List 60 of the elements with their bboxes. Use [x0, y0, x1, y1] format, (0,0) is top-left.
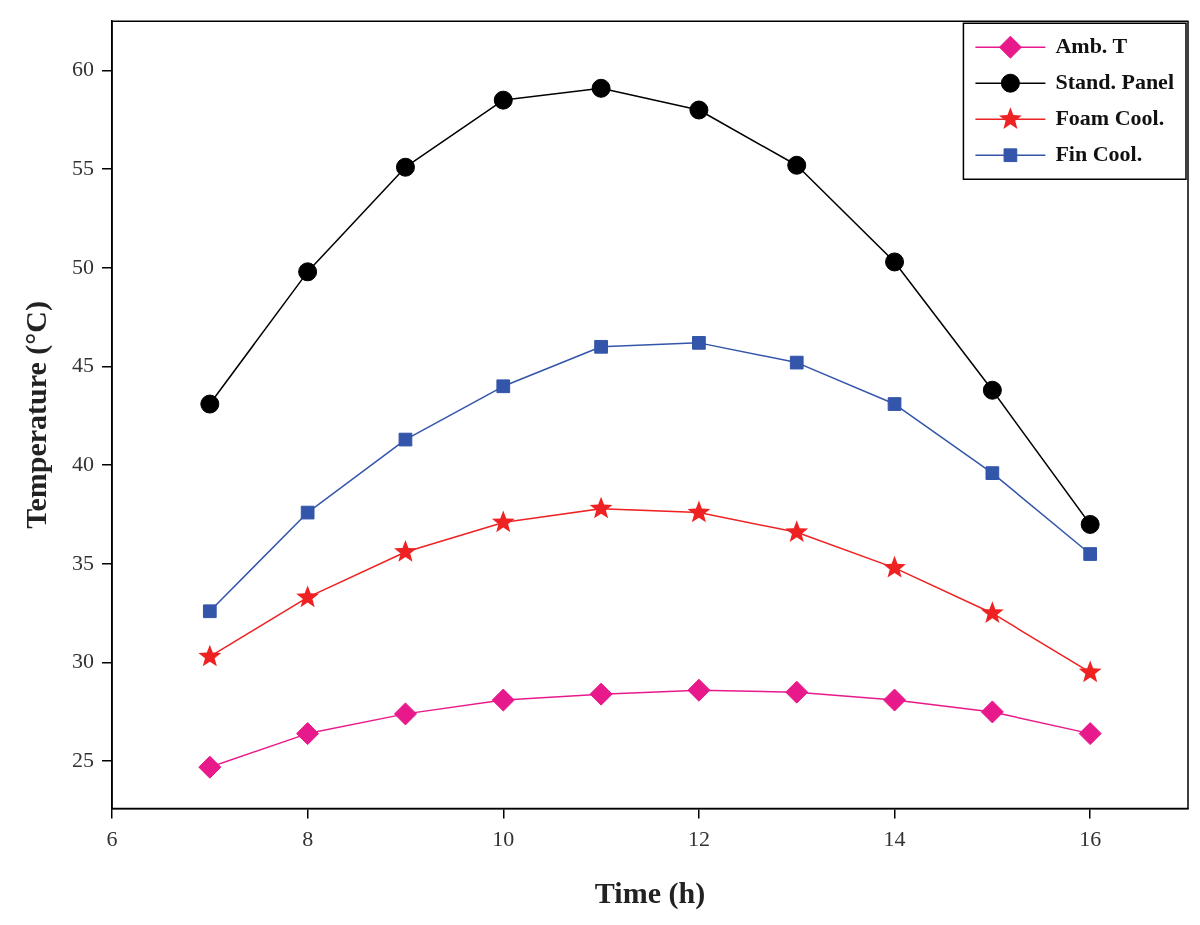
- point: [300, 505, 315, 520]
- point: [883, 555, 906, 578]
- point: [785, 520, 809, 543]
- point: [594, 339, 608, 354]
- point: [398, 432, 413, 447]
- point: [985, 466, 1000, 480]
- point: [687, 678, 711, 702]
- point: [589, 682, 613, 706]
- point: [687, 500, 711, 523]
- point: [785, 680, 809, 704]
- point: [787, 155, 807, 175]
- point: [298, 262, 318, 282]
- point: [980, 601, 1004, 623]
- x-tick-label: 10: [492, 825, 515, 851]
- point: [885, 252, 905, 272]
- point: [395, 157, 415, 177]
- y-tick-label: 55: [72, 154, 94, 180]
- y-tick-label: 45: [72, 352, 94, 378]
- point: [200, 394, 220, 414]
- point: [296, 722, 320, 746]
- point: [887, 397, 902, 411]
- point: [589, 496, 613, 519]
- point: [394, 540, 417, 562]
- y-tick-label: 30: [72, 648, 94, 674]
- x-tick-label: 8: [302, 825, 314, 851]
- x-axis-title: Time (h): [594, 875, 706, 910]
- legend-label: Foam Cool.: [1055, 104, 1165, 130]
- point: [982, 380, 1002, 400]
- point: [491, 510, 515, 533]
- point: [591, 78, 611, 98]
- point: [496, 379, 511, 394]
- point: [1078, 722, 1102, 746]
- y-tick-label: 50: [72, 253, 94, 279]
- x-tick-label: 6: [106, 825, 118, 851]
- y-tick-label: 60: [72, 56, 94, 82]
- point: [1080, 514, 1100, 534]
- legend-label: Stand. Panel: [1055, 68, 1175, 94]
- y-tick-label: 40: [72, 451, 94, 476]
- point: [198, 755, 222, 779]
- point: [1078, 660, 1102, 683]
- point: [883, 688, 907, 712]
- point: [202, 604, 217, 619]
- legend-label: Amb. T: [1055, 32, 1128, 58]
- x-tick-label: 14: [883, 825, 906, 851]
- point: [1083, 547, 1098, 561]
- y-tick-label: 25: [72, 747, 94, 773]
- point: [789, 355, 804, 370]
- point: [692, 336, 706, 350]
- point: [198, 644, 222, 667]
- x-tick-label: 12: [687, 825, 710, 851]
- y-axis-title: Temperature (°C): [18, 301, 53, 529]
- point: [296, 585, 320, 608]
- y-tick-label: 35: [72, 549, 94, 575]
- legend-label: Fin Cool.: [1055, 140, 1143, 166]
- point: [491, 688, 515, 712]
- x-tick-label: 16: [1079, 825, 1102, 851]
- point: [689, 100, 709, 120]
- point: [980, 700, 1004, 724]
- point: [493, 90, 513, 110]
- point: [393, 702, 417, 726]
